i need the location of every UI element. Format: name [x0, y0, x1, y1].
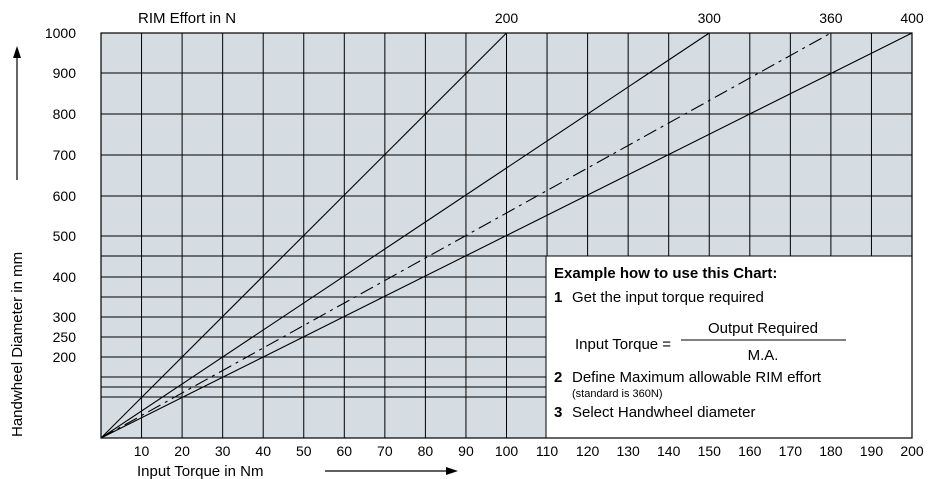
instruction-heading: Example how to use this Chart: — [554, 265, 777, 282]
y-tick-label: 250 — [53, 329, 77, 345]
y-axis-title: Handwheel Diameter in mm — [9, 252, 26, 437]
x-tick-label: 200 — [900, 443, 924, 459]
x-tick-label: 30 — [215, 443, 231, 459]
x-axis-arrow-head — [446, 467, 458, 475]
x-tick-label: 130 — [616, 443, 640, 459]
y-tick-label: 300 — [53, 309, 77, 325]
formula-left: Input Torque = — [575, 336, 671, 353]
x-tick-label: 120 — [576, 443, 600, 459]
x-tick-label: 160 — [738, 443, 762, 459]
y-axis-arrow-head — [13, 46, 21, 58]
y-tick-label: 900 — [53, 65, 77, 81]
rim-effort-line-300 — [100, 32, 710, 439]
x-axis-title: Input Torque in Nm — [137, 463, 263, 479]
y-tick-label: 500 — [53, 228, 77, 244]
rim-effort-label-360: 360 — [819, 10, 843, 26]
instructions: Example how to use this Chart: 1 Get the… — [554, 265, 846, 421]
step-3-text: Select Handwheel diameter — [572, 404, 755, 421]
y-tick-label: 700 — [53, 147, 77, 163]
step-2-text: Define Maximum allowable RIM effort — [572, 369, 822, 386]
y-tick-label: 400 — [53, 269, 77, 285]
x-tick-label: 180 — [819, 443, 843, 459]
y-tick-label: 600 — [53, 188, 77, 204]
x-tick-label: 60 — [337, 443, 353, 459]
rim-effort-line-360 — [100, 32, 832, 439]
x-tick-label: 50 — [296, 443, 312, 459]
x-tick-label: 80 — [418, 443, 434, 459]
x-tick-label: 100 — [495, 443, 519, 459]
step-2-number: 2 — [554, 369, 562, 386]
x-tick-label: 110 — [536, 443, 559, 459]
x-tick-label: 20 — [174, 443, 190, 459]
step-3-number: 3 — [554, 404, 562, 421]
x-tick-labels: 10 20 30 40 50 60 70 80 90 100 110 120 130 140 150 160 1… — [134, 443, 924, 459]
y-tick-label: 800 — [53, 106, 77, 122]
formula-numerator: Output Required — [708, 320, 818, 337]
x-tick-label: 10 — [134, 443, 150, 459]
rim-effort-labels: 200 300 360 400 — [495, 10, 924, 26]
x-tick-label: 170 — [779, 443, 803, 459]
step-1-text: Get the input torque required — [572, 289, 764, 306]
x-tick-label: 70 — [377, 443, 393, 459]
step-1-number: 1 — [554, 289, 562, 306]
formula-denominator: M.A. — [748, 347, 779, 364]
x-tick-label: 40 — [255, 443, 271, 459]
x-tick-label: 190 — [860, 443, 884, 459]
step-2-note: (standard is 360N) — [572, 388, 663, 400]
plot-border — [100, 32, 913, 439]
x-tick-label: 140 — [657, 443, 681, 459]
rim-effort-lines — [100, 32, 913, 439]
rim-effort-label-300: 300 — [698, 10, 722, 26]
rim-effort-title: RIM Effort in N — [138, 10, 236, 27]
x-tick-label: 150 — [698, 443, 722, 459]
y-tick-label: 1000 — [45, 25, 76, 41]
rim-effort-line-200 — [100, 32, 507, 439]
y-tick-labels: 1000 900 800 700 600 500 400 300 250 200 — [45, 25, 76, 365]
y-tick-label: 200 — [53, 349, 77, 365]
x-tick-label: 90 — [458, 443, 474, 459]
instruction-box — [545, 255, 913, 439]
rim-effort-line-400 — [100, 32, 913, 439]
rim-effort-label-400: 400 — [900, 10, 924, 26]
rim-effort-label-200: 200 — [495, 10, 519, 26]
